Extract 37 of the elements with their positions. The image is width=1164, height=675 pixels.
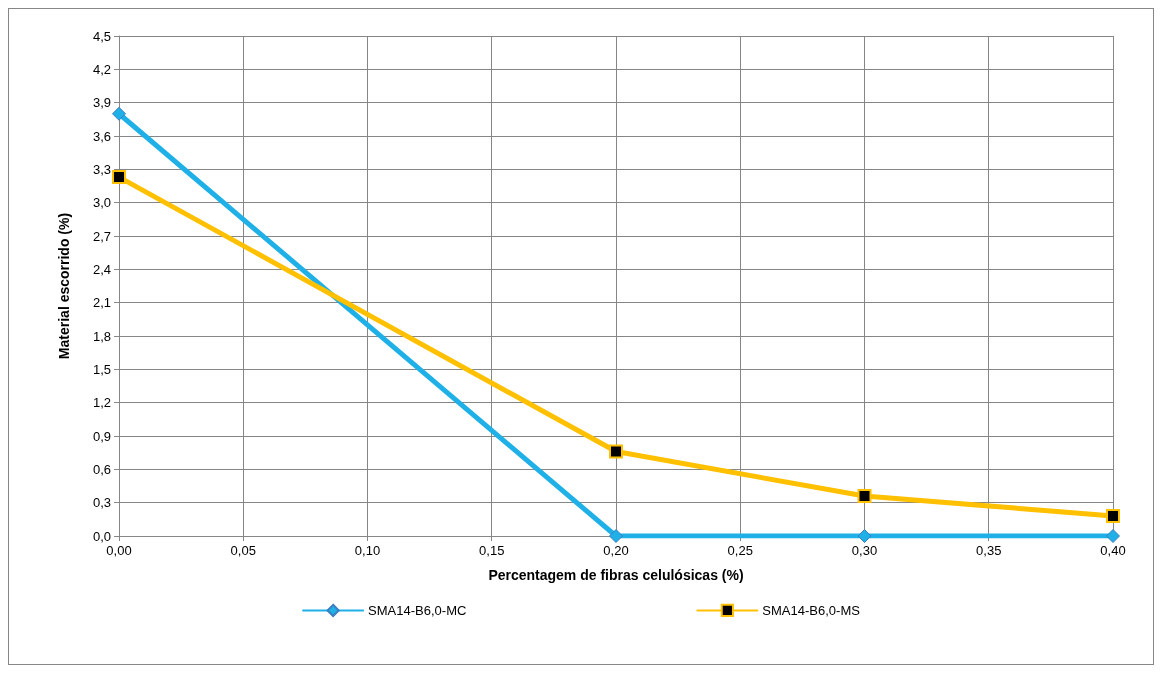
point (1106, 509, 1120, 523)
legend-label: SMA14-B6,0-MC (368, 602, 467, 618)
x-tick-label: 0,30 (851, 543, 878, 558)
x-tick-label: 0,20 (603, 543, 629, 558)
y-tick-label: 3,3 (92, 161, 111, 177)
x-tick-label: 0,40 (1100, 543, 1126, 558)
y-tick-label: 3,6 (92, 128, 111, 144)
point (609, 444, 623, 459)
x-tick-label: 0,35 (976, 543, 1002, 558)
y-tick-label: 2,7 (92, 228, 111, 244)
point (112, 106, 126, 121)
x-axis-title: Percentagem de fibras celulósicas (%) (488, 567, 744, 583)
point (609, 529, 623, 543)
y-tick-label: 1,8 (92, 328, 111, 344)
y-tick-label: 0,9 (92, 428, 111, 444)
point (112, 170, 126, 185)
y-tick-label: 0,0 (92, 528, 111, 544)
x-tick-label: 0,00 (106, 543, 132, 558)
y-tick-label: 2,1 (92, 295, 111, 311)
y-tick-label: 0,6 (92, 461, 111, 477)
y-axis-title: Material escorrido (%) (56, 212, 72, 360)
y-tick-label: 3,0 (92, 195, 111, 211)
x-tick-label: 0,15 (479, 543, 505, 558)
point (1106, 529, 1120, 543)
x-tick-label: 0,05 (230, 543, 256, 558)
y-tick-label: 2,4 (92, 261, 111, 277)
legend-label: SMA14-B6,0-MS (762, 602, 861, 618)
point (857, 489, 872, 503)
point (857, 529, 872, 543)
y-tick-label: 0,3 (92, 495, 111, 511)
x-tick-label: 0,25 (727, 543, 753, 558)
y-tick-label: 1,5 (92, 361, 111, 377)
x-tick-label: 0,10 (354, 543, 381, 558)
y-tick-label: 4,5 (92, 28, 111, 44)
y-tick-label: 1,2 (92, 395, 111, 411)
y-tick-label: 4,2 (92, 61, 111, 77)
y-tick-label: 3,9 (92, 95, 111, 111)
